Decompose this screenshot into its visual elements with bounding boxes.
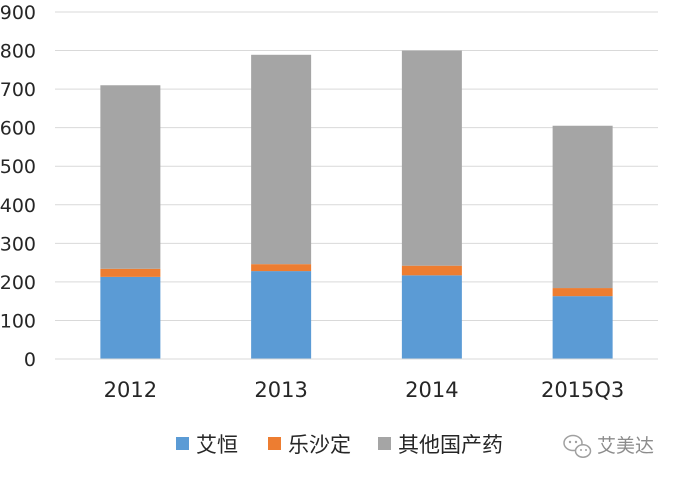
y-tick-label: 100 [0, 310, 36, 332]
x-tick-label: 2014 [405, 378, 458, 402]
watermark: 艾美达 [563, 434, 654, 458]
y-tick-label: 600 [0, 118, 36, 140]
x-tick-label: 2015Q3 [541, 378, 624, 402]
watermark-text: 艾美达 [597, 435, 654, 457]
x-tick-label: 2012 [104, 378, 157, 402]
y-axis-ticks: 0 100 200 300 400 500 600 700 800 900 [0, 2, 36, 371]
bars [100, 50, 613, 359]
bar-segment [552, 296, 613, 359]
y-tick-label: 500 [0, 156, 36, 178]
y-tick-label: 0 [24, 349, 36, 371]
x-tick-label: 2013 [254, 378, 307, 402]
legend: 艾恒 乐沙定 其他国产药 [176, 433, 503, 457]
wechat-icon [563, 434, 592, 458]
bar-segment [251, 271, 312, 359]
y-tick-label: 400 [0, 195, 36, 217]
bar-segment [100, 276, 161, 359]
bar-segment [100, 85, 161, 269]
y-tick-label: 200 [0, 272, 36, 294]
bar-segment [552, 288, 613, 297]
x-axis-ticks: 2012 2013 2014 2015Q3 [104, 378, 625, 402]
bar-segment [401, 50, 462, 266]
legend-label: 艾恒 [196, 433, 238, 457]
bar-segment [100, 268, 161, 277]
legend-swatch [378, 437, 391, 450]
y-tick-label: 800 [0, 41, 36, 63]
bar-segment [401, 265, 462, 276]
legend-swatch [176, 437, 189, 450]
legend-swatch [268, 437, 281, 450]
bar-segment [251, 54, 312, 265]
bar-segment [552, 125, 613, 289]
bar-segment [251, 264, 312, 272]
y-tick-label: 900 [0, 2, 36, 24]
y-tick-label: 700 [0, 79, 36, 101]
legend-label: 其他国产药 [398, 433, 503, 457]
y-tick-label: 300 [0, 233, 36, 255]
bar-segment [401, 275, 462, 359]
legend-label: 乐沙定 [288, 433, 351, 457]
